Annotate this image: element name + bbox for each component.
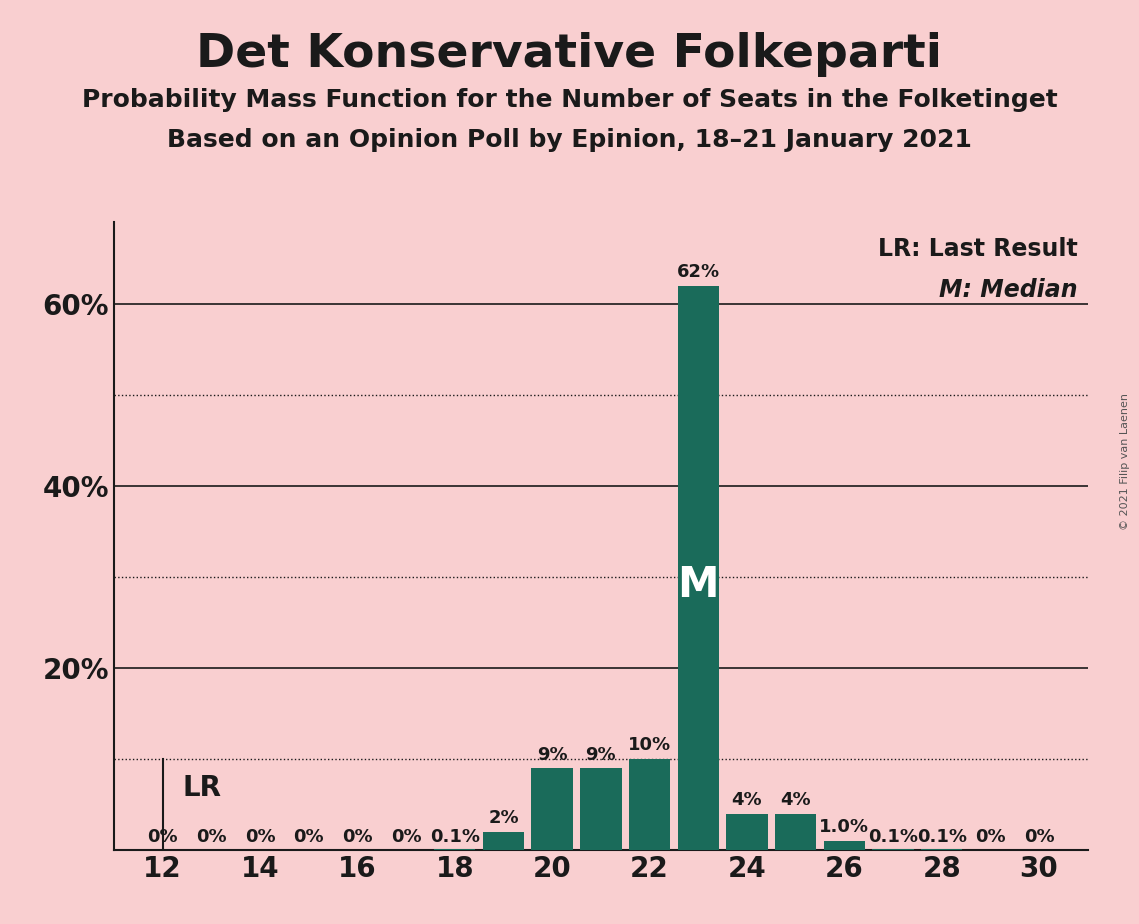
Text: 0.1%: 0.1% — [917, 828, 967, 845]
Text: 10%: 10% — [628, 736, 671, 755]
Bar — [775, 814, 817, 850]
Text: 4%: 4% — [780, 791, 811, 809]
Text: 9%: 9% — [585, 746, 616, 763]
Text: 2%: 2% — [489, 809, 518, 827]
Text: 0%: 0% — [245, 828, 276, 845]
Text: 0.1%: 0.1% — [429, 828, 480, 845]
Text: Probability Mass Function for the Number of Seats in the Folketinget: Probability Mass Function for the Number… — [82, 88, 1057, 112]
Text: 0%: 0% — [342, 828, 372, 845]
Text: Based on an Opinion Poll by Epinion, 18–21 January 2021: Based on an Opinion Poll by Epinion, 18–… — [167, 128, 972, 152]
Text: Det Konservative Folkeparti: Det Konservative Folkeparti — [197, 32, 942, 78]
Text: M: M — [678, 564, 719, 606]
Text: 0%: 0% — [391, 828, 421, 845]
Text: 0%: 0% — [975, 828, 1006, 845]
Bar — [823, 841, 865, 850]
Text: LR: Last Result: LR: Last Result — [878, 237, 1077, 261]
Text: LR: LR — [182, 774, 221, 802]
Text: 0%: 0% — [1024, 828, 1055, 845]
Text: 0%: 0% — [147, 828, 178, 845]
Bar — [629, 759, 670, 850]
Bar — [483, 832, 524, 850]
Bar — [532, 768, 573, 850]
Text: M: Median: M: Median — [940, 278, 1077, 302]
Text: © 2021 Filip van Laenen: © 2021 Filip van Laenen — [1121, 394, 1130, 530]
Text: 4%: 4% — [731, 791, 762, 809]
Text: 0%: 0% — [294, 828, 323, 845]
Text: 0.1%: 0.1% — [868, 828, 918, 845]
Text: 0%: 0% — [196, 828, 227, 845]
Bar — [727, 814, 768, 850]
Text: 62%: 62% — [677, 263, 720, 281]
Bar — [678, 286, 719, 850]
Text: 9%: 9% — [536, 746, 567, 763]
Bar — [580, 768, 622, 850]
Text: 1.0%: 1.0% — [819, 819, 869, 836]
